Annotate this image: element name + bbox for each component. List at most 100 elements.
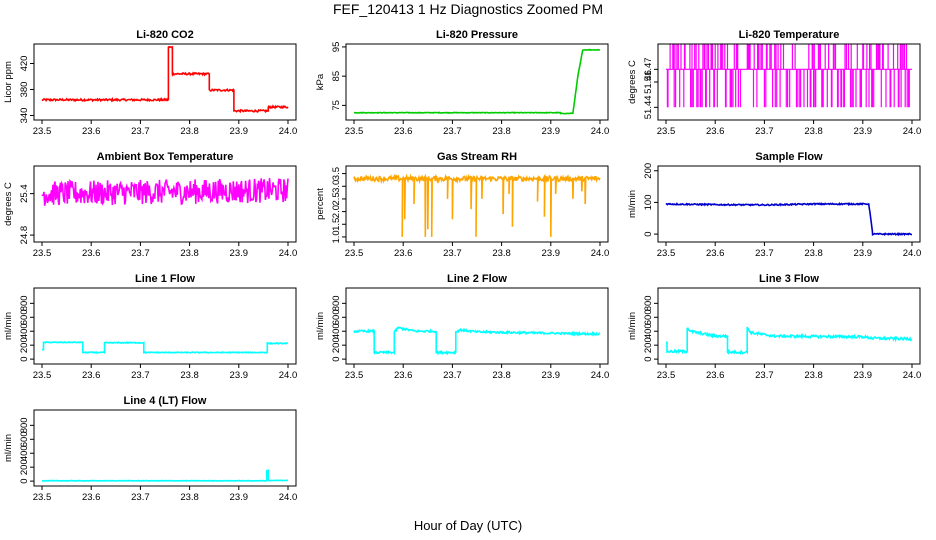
x-tick-label: 23.6: [394, 126, 413, 137]
y-tick-label: 600: [331, 309, 342, 325]
x-tick-label: 23.6: [394, 370, 413, 381]
x-tick-label: 23.8: [804, 248, 823, 259]
x-tick-label: 23.5: [33, 370, 52, 381]
y-tick-label: 85: [331, 71, 342, 82]
y-tick-label: 75: [331, 100, 342, 111]
panel-temp: Li-820 Temperature 23.5 23.6 23.7 23.8 23.9 24…: [627, 29, 921, 137]
x-tick-label: 23.6: [706, 126, 725, 137]
x-tick-label: 23.7: [755, 370, 774, 381]
panel-line1: Line 1 Flow 23.5 23.6 23.7 23.8 23.9 24.0 0 2004…: [3, 273, 297, 381]
y-tick-label: 51.47: [643, 57, 654, 81]
y-axis-label: ml/min: [315, 312, 326, 340]
figure-xlabel: Hour of Day (UTC): [414, 518, 522, 533]
panel-title: Line 4 (LT) Flow: [124, 395, 207, 407]
panels: Li-820 CO2 23.5 23.6 23.7 23.8 23.9 24.0 340 380…: [3, 29, 921, 503]
x-tick-label: 23.6: [82, 248, 101, 259]
y-axis-label: ml/min: [3, 434, 14, 462]
x-tick-label: 23.9: [854, 370, 873, 381]
x-tick-label: 23.6: [706, 370, 725, 381]
panel-title: Li-820 CO2: [136, 29, 193, 41]
x-tick-label: 23.8: [804, 370, 823, 381]
panel-pressure: Li-820 Pressure 23.5 23.6 23.7 23.8 23.9 24.0 7…: [315, 29, 609, 137]
y-tick-label: 380: [19, 82, 30, 98]
panel-line3: Line 3 Flow 23.5 23.6 23.7 23.8 23.9 24.0 0 2004…: [627, 273, 921, 381]
y-axis-label: degrees C: [627, 60, 638, 104]
panel-title: Li-820 Pressure: [436, 29, 518, 41]
x-tick-label: 24.0: [591, 370, 610, 381]
data-area: [41, 340, 289, 355]
panel-frame: [345, 287, 609, 365]
panel-frame: [33, 43, 297, 121]
x-tick-label: 23.6: [82, 492, 101, 503]
x-tick-label: 23.5: [33, 248, 52, 259]
y-tick-label: 340: [19, 108, 30, 124]
panel-frame: [657, 287, 921, 365]
y-tick-label: 1.0: [331, 230, 342, 243]
series-line: [42, 468, 288, 482]
y-tick-label: 200: [643, 337, 654, 353]
panel-frame: [345, 165, 609, 243]
panel-title: Gas Stream RH: [437, 151, 517, 163]
series-line: [41, 340, 289, 355]
y-axis-label: degrees C: [3, 182, 14, 226]
y-tick-label: 800: [19, 295, 30, 311]
data-area: [353, 326, 601, 356]
x-tick-label: 24.0: [591, 126, 610, 137]
x-tick-label: 23.9: [542, 370, 561, 381]
panel-line2: Line 2 Flow 23.5 23.6 23.7 23.8 23.9 24.0 0 2004…: [315, 273, 609, 381]
y-tick-label: 200: [19, 459, 30, 475]
panel-frame: [657, 165, 921, 243]
panel-boxtemp: Ambient Box Temperature 23.5 23.6 23.7 23.8 2…: [3, 151, 297, 259]
panel-co2: Li-820 CO2 23.5 23.6 23.7 23.8 23.9 24.0 340 380…: [3, 29, 297, 137]
figure-title: FEF_120413 1 Hz Diagnostics Zoomed PM: [333, 1, 603, 17]
y-tick-label: 24.8: [19, 226, 30, 245]
y-tick-label: 25.4: [19, 184, 30, 203]
x-tick-label: 23.5: [657, 248, 676, 259]
x-tick-label: 23.8: [492, 126, 511, 137]
y-tick-label: 600: [643, 309, 654, 325]
y-tick-label: 3.5: [331, 167, 342, 180]
y-tick-label: 0: [331, 356, 342, 361]
x-tick-label: 23.8: [492, 248, 511, 259]
x-tick-label: 23.5: [657, 370, 676, 381]
y-tick-label: 51.46: [643, 70, 654, 94]
panel-title: Line 3 Flow: [759, 273, 819, 285]
x-tick-label: 23.9: [542, 126, 561, 137]
x-tick-label: 23.7: [443, 248, 462, 259]
x-tick-label: 24.0: [279, 126, 298, 137]
y-tick-label: 400: [19, 445, 30, 461]
series-line: [665, 201, 913, 237]
x-tick-label: 23.7: [131, 126, 150, 137]
panel-title: Ambient Box Temperature: [97, 151, 234, 163]
x-tick-label: 24.0: [903, 370, 922, 381]
x-tick-label: 23.5: [33, 126, 52, 137]
x-tick-label: 23.7: [131, 492, 150, 503]
x-tick-label: 23.5: [657, 126, 676, 137]
y-tick-label: 200: [19, 337, 30, 353]
x-tick-label: 23.7: [755, 248, 774, 259]
y-tick-label: 0: [19, 478, 30, 483]
x-tick-label: 23.9: [230, 126, 249, 137]
data-area: [665, 201, 913, 237]
x-tick-label: 23.7: [131, 370, 150, 381]
x-tick-label: 23.9: [854, 248, 873, 259]
series-line: [353, 48, 600, 115]
x-tick-label: 24.0: [903, 126, 922, 137]
y-tick-label: 0: [643, 356, 654, 361]
x-tick-label: 23.8: [180, 248, 199, 259]
y-axis-label: Licor ppm: [3, 61, 14, 103]
x-tick-label: 23.9: [542, 248, 561, 259]
data-area: [41, 45, 289, 114]
y-tick-label: 100: [643, 194, 654, 210]
panel-frame: [33, 287, 297, 365]
data-area: [42, 468, 288, 482]
x-tick-label: 23.7: [755, 126, 774, 137]
y-axis-label: ml/min: [627, 312, 638, 340]
y-tick-label: 0: [19, 356, 30, 361]
x-tick-label: 23.6: [706, 248, 725, 259]
y-axis-label: ml/min: [3, 312, 14, 340]
x-tick-label: 24.0: [279, 248, 298, 259]
x-tick-label: 23.6: [394, 248, 413, 259]
x-tick-label: 23.7: [131, 248, 150, 259]
x-tick-label: 24.0: [903, 248, 922, 259]
